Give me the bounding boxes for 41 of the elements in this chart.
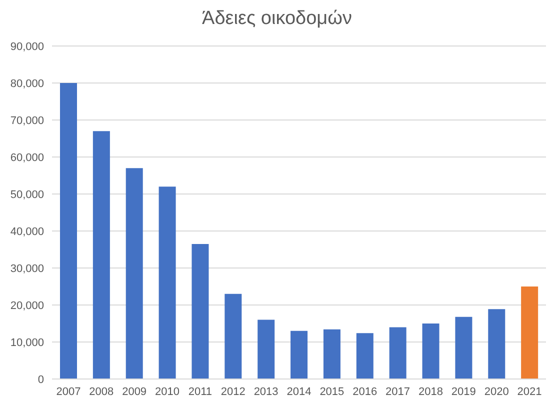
x-tick-label: 2010	[155, 386, 180, 398]
x-tick-label: 2016	[352, 386, 378, 398]
bar	[126, 168, 143, 379]
x-tick-label: 2013	[254, 386, 278, 398]
x-tick-label: 2021	[517, 386, 542, 398]
x-tick-label: 2014	[286, 386, 312, 398]
bar	[92, 131, 110, 379]
bar	[488, 309, 506, 379]
bar	[290, 330, 308, 379]
bar	[158, 186, 176, 379]
x-tick-label: 2019	[451, 386, 476, 398]
x-tick-label: 2018	[418, 386, 443, 398]
bar	[224, 294, 242, 379]
y-tick-label: 30,000	[10, 262, 44, 275]
bar	[356, 333, 374, 379]
bar	[258, 320, 275, 379]
x-tick-label: 2008	[89, 386, 114, 398]
x-tick-label: 2017	[386, 386, 410, 398]
bar	[521, 286, 538, 379]
x-tick-label: 2009	[122, 386, 147, 398]
bar	[192, 244, 209, 379]
y-tick-label: 80,000	[10, 78, 44, 90]
bar	[422, 324, 440, 379]
y-tick-label: 10,000	[10, 336, 44, 349]
x-tick-label: 2012	[220, 386, 246, 398]
y-tick-label: 0	[38, 374, 44, 386]
x-tick-label: 2011	[188, 386, 212, 398]
y-tick-label: 90,000	[10, 40, 44, 53]
x-tick-label: 2015	[320, 386, 344, 398]
bar	[389, 327, 406, 379]
y-tick-label: 70,000	[10, 114, 44, 127]
y-tick-label: 20,000	[10, 300, 44, 312]
x-tick-label: 2020	[484, 386, 509, 398]
y-tick-label: 40,000	[10, 226, 44, 238]
chart-title: Άδειες οικοδομών	[201, 7, 353, 31]
bar	[323, 329, 340, 379]
bar	[455, 316, 472, 379]
bar	[60, 83, 77, 379]
y-tick-label: 60,000	[10, 152, 44, 164]
x-tick-label: 2007	[56, 386, 81, 398]
y-tick-label: 50,000	[10, 188, 44, 201]
